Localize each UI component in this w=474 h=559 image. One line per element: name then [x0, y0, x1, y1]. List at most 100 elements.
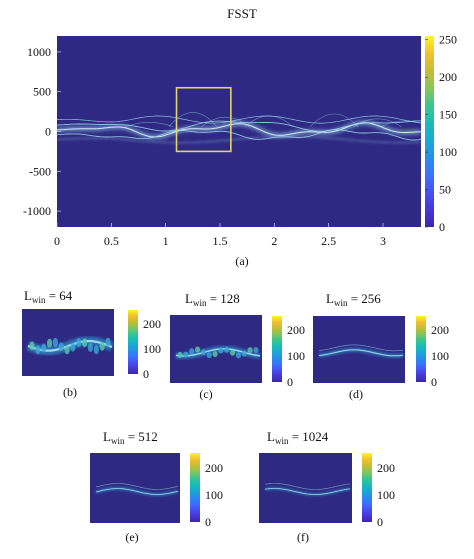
small-panel-blob [189, 348, 195, 355]
small-panel-blob [76, 338, 82, 348]
small-panel-colorbar-label: 200 [431, 323, 449, 337]
small-panel-colorbar-label: 200 [287, 323, 305, 337]
small-panel-colorbar-label: 100 [431, 349, 449, 363]
small-panel-colorbar-label: 0 [431, 375, 437, 389]
colorbar-tick-label: 250 [439, 33, 457, 47]
small-panel-blob [206, 352, 212, 359]
small-panel-b: Lwin = 64 200 100 0 (b) [22, 288, 161, 399]
small-panel-blob [52, 337, 58, 347]
small-panel-blob [41, 343, 47, 353]
small-panel-ridge [318, 349, 404, 357]
highlight-box [175, 86, 232, 153]
ridge-arc [201, 116, 250, 127]
small-panel-ridge-secondary [318, 344, 404, 352]
x-tick-label: 3 [380, 234, 386, 248]
x-tick-label: 1.5 [212, 234, 227, 248]
small-panel-caption: (b) [63, 385, 77, 399]
colorbar-tick-label: 0 [439, 220, 445, 234]
x-tick-label: 2.5 [321, 234, 336, 248]
small-panel-blob [29, 341, 35, 351]
small-panel-ridge-secondary [95, 483, 179, 490]
small-panel-plot-area [90, 453, 180, 523]
ridge-arc [168, 112, 217, 127]
small-panel-e: Lwin = 512 200 100 0 (e) [90, 429, 223, 544]
small-panel-colorbar-label: 200 [143, 317, 161, 331]
ridge-arc [244, 115, 293, 127]
small-panel-colorbar-label: 0 [287, 375, 293, 389]
y-tick-label: -1000 [23, 204, 51, 218]
x-tick-label: 1 [163, 234, 169, 248]
ridge-upper [56, 120, 422, 132]
small-panel-colorbar [362, 453, 372, 522]
small-panel-colorbar [272, 316, 282, 382]
small-panel-colorbar-label: 100 [143, 342, 161, 356]
small-panel-title: Lwin = 1024 [267, 429, 329, 446]
small-panel-blob [82, 338, 88, 348]
small-panel-blob [224, 346, 230, 353]
small-panel-title: Lwin = 128 [185, 291, 240, 308]
y-tick-label: 0 [45, 125, 51, 139]
panel-a-ridges [56, 112, 429, 143]
small-panel-blob [46, 338, 53, 348]
panel-a-title: FSST [227, 6, 257, 21]
small-panel-blob [235, 352, 242, 359]
panel-a-colorbar [425, 36, 434, 227]
small-panel-caption: (c) [199, 387, 212, 401]
ridge-lower [56, 129, 422, 141]
small-panel-blob [87, 343, 94, 353]
colorbar-tick-label: 200 [439, 70, 457, 84]
small-panel-title: Lwin = 512 [103, 429, 158, 446]
small-panel-blob [200, 349, 206, 356]
small-panel-blob [194, 346, 201, 353]
small-panel-blob [253, 346, 259, 353]
small-panel-caption: (e) [125, 530, 138, 544]
panel-a-x-axis: 0 0.5 1 1.5 2 2.5 3 [54, 223, 386, 248]
small-panel-colorbar-label: 0 [377, 515, 383, 529]
ridge-arc [353, 118, 402, 127]
small-panel-blob [105, 337, 111, 347]
small-panel-colorbar-label: 200 [205, 461, 223, 475]
colorbar-tick-label: 150 [439, 108, 457, 122]
small-panel-caption: (f) [297, 530, 309, 544]
x-tick-label: 2 [271, 234, 277, 248]
small-panel-c: Lwin = 128 200 100 0 (c) [170, 291, 305, 401]
y-tick-label: 1000 [27, 45, 51, 59]
panel-a-y-axis: 1000 500 0 -500 -1000 [23, 45, 61, 218]
ridge-upper-2 [56, 115, 422, 124]
small-panel-colorbar-label: 0 [143, 367, 149, 381]
small-panel-blob [218, 347, 224, 354]
colorbar-tick-label: 100 [439, 145, 457, 159]
ridge-arc [380, 120, 429, 127]
panel-a-plot-area [57, 36, 421, 227]
small-panel-ridge [264, 488, 351, 495]
colorbar-tick-label: 50 [439, 183, 451, 197]
small-panel-colorbar-label: 200 [377, 461, 395, 475]
x-tick-label: 0.5 [104, 234, 119, 248]
small-panel-blob [58, 342, 64, 352]
small-panel-blob [212, 351, 218, 358]
ridge-arc [125, 122, 174, 128]
panel-a: FSST 1000 500 0 -500 -1000 0 0.5 1 1.5 2 2.5 3 0 50… [23, 6, 457, 268]
small-panel-colorbar-label: 100 [287, 349, 305, 363]
small-panel-ridge [95, 488, 179, 495]
panel-a-caption: (a) [235, 254, 248, 268]
small-panel-title: Lwin = 64 [24, 288, 73, 305]
small-panel-blob [177, 351, 183, 358]
small-panel-blob [247, 347, 253, 354]
small-panel-colorbar-label: 0 [205, 515, 211, 529]
small-panel-caption: (d) [349, 387, 363, 401]
x-tick-label: 0 [54, 234, 60, 248]
small-panel-blob [183, 351, 189, 358]
ridge-lower-2 [56, 136, 422, 143]
small-panel-colorbar-label: 100 [205, 488, 223, 502]
small-panel-blob [64, 345, 70, 355]
small-panel-blob [241, 350, 247, 357]
small-panel-ridge-secondary [264, 483, 351, 490]
small-panel-colorbar [190, 453, 200, 522]
panel-a-colorbar-ticks: 0 50 100 150 200 250 [425, 33, 457, 234]
small-panel-colorbar [416, 316, 426, 382]
small-panel-blob [35, 345, 41, 355]
small-panel-blob [70, 342, 76, 352]
